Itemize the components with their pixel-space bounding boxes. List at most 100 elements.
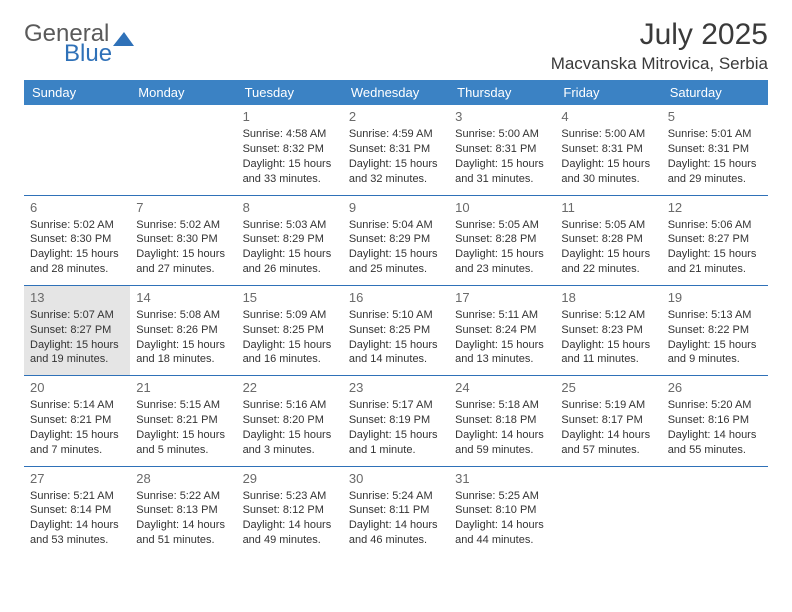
sunrise-line: Sunrise: 5:06 AM <box>668 218 762 233</box>
day-number: 14 <box>136 290 230 305</box>
day-number: 7 <box>136 200 230 215</box>
calendar-day-cell: 7Sunrise: 5:02 AMSunset: 8:30 PMDaylight… <box>130 195 236 285</box>
daylight-line: Daylight: 14 hours and 49 minutes. <box>243 518 337 548</box>
sunset-line: Sunset: 8:31 PM <box>668 142 762 157</box>
daylight-line: Daylight: 15 hours and 13 minutes. <box>455 338 549 368</box>
sunset-line: Sunset: 8:28 PM <box>561 232 655 247</box>
day-details: Sunrise: 4:58 AMSunset: 8:32 PMDaylight:… <box>243 127 337 186</box>
calendar-day-cell: 15Sunrise: 5:09 AMSunset: 8:25 PMDayligh… <box>237 285 343 375</box>
daylight-line: Daylight: 15 hours and 18 minutes. <box>136 338 230 368</box>
day-number: 16 <box>349 290 443 305</box>
day-number: 17 <box>455 290 549 305</box>
calendar-body: 1Sunrise: 4:58 AMSunset: 8:32 PMDaylight… <box>24 105 768 556</box>
day-details: Sunrise: 5:11 AMSunset: 8:24 PMDaylight:… <box>455 308 549 367</box>
sunset-line: Sunset: 8:29 PM <box>243 232 337 247</box>
calendar-day-cell: 14 Sunrise: 5:08 AMSunset: 8:26 PMDayligh… <box>130 285 236 375</box>
calendar-day-cell: 12Sunrise: 5:06 AMSunset: 8:27 PMDayligh… <box>662 195 768 285</box>
daylight-line: Daylight: 14 hours and 46 minutes. <box>349 518 443 548</box>
daylight-line: Daylight: 15 hours and 14 minutes. <box>349 338 443 368</box>
daylight-line: Daylight: 15 hours and 1 minute. <box>349 428 443 458</box>
sunset-line: Sunset: 8:16 PM <box>668 413 762 428</box>
daylight-line: Daylight: 15 hours and 33 minutes. <box>243 157 337 187</box>
day-details: Sunrise: 5:22 AMSunset: 8:13 PMDaylight:… <box>136 489 230 548</box>
day-number: 29 <box>243 471 337 486</box>
day-details: Sunrise: 5:25 AMSunset: 8:10 PMDaylight:… <box>455 489 549 548</box>
day-details: Sunrise: 5:24 AMSunset: 8:11 PMDaylight:… <box>349 489 443 548</box>
day-number: 10 <box>455 200 549 215</box>
sunset-line: Sunset: 8:32 PM <box>243 142 337 157</box>
daylight-line: Daylight: 15 hours and 11 minutes. <box>561 338 655 368</box>
sunrise-line: Sunrise: 5:02 AM <box>136 218 230 233</box>
sunset-line: Sunset: 8:13 PM <box>136 503 230 518</box>
sunrise-line: Sunrise: 5:08 AM <box>136 308 230 323</box>
daylight-line: Daylight: 15 hours and 26 minutes. <box>243 247 337 277</box>
weekday-header: Wednesday <box>343 80 449 105</box>
day-details: Sunrise: 5:07 AMSunset: 8:27 PMDaylight:… <box>30 308 124 367</box>
sunset-line: Sunset: 8:17 PM <box>561 413 655 428</box>
calendar-day-cell: 18 Sunrise: 5:12 AMSunset: 8:23 PMDayligh… <box>555 285 661 375</box>
calendar-day-cell: 6Sunrise: 5:02 AMSunset: 8:30 PMDaylight… <box>24 195 130 285</box>
daylight-line: Daylight: 15 hours and 9 minutes. <box>668 338 762 368</box>
calendar-table: SundayMondayTuesdayWednesdayThursdayFrid… <box>24 80 768 556</box>
day-number: 25 <box>561 380 655 395</box>
sunrise-line: Sunrise: 5:03 AM <box>243 218 337 233</box>
sunset-line: Sunset: 8:23 PM <box>561 323 655 338</box>
daylight-line: Daylight: 15 hours and 5 minutes. <box>136 428 230 458</box>
day-number: 3 <box>455 109 549 124</box>
day-details: Sunrise: 5:12 AMSunset: 8:23 PMDaylight:… <box>561 308 655 367</box>
daylight-line: Daylight: 15 hours and 19 minutes. <box>30 338 124 368</box>
sunset-line: Sunset: 8:11 PM <box>349 503 443 518</box>
sunrise-line: Sunrise: 5:05 AM <box>455 218 549 233</box>
month-title: July 2025 <box>551 18 768 52</box>
day-number: 18 <box>561 290 655 305</box>
daylight-line: Daylight: 14 hours and 53 minutes. <box>30 518 124 548</box>
sunrise-line: Sunrise: 5:16 AM <box>243 398 337 413</box>
sunset-line: Sunset: 8:27 PM <box>30 323 124 338</box>
sunrise-line: Sunrise: 5:18 AM <box>455 398 549 413</box>
day-number: 24 <box>455 380 549 395</box>
brand-logo: GeneralBlue <box>24 18 135 66</box>
calendar-week-row: 1Sunrise: 4:58 AMSunset: 8:32 PMDaylight… <box>24 105 768 195</box>
calendar-day-cell: 28Sunrise: 5:22 AMSunset: 8:13 PMDayligh… <box>130 466 236 556</box>
day-number: 19 <box>668 290 762 305</box>
day-details: Sunrise: 5:16 AMSunset: 8:20 PMDaylight:… <box>243 398 337 457</box>
daylight-line: Daylight: 15 hours and 21 minutes. <box>668 247 762 277</box>
sunrise-line: Sunrise: 4:59 AM <box>349 127 443 142</box>
sunrise-line: Sunrise: 5:24 AM <box>349 489 443 504</box>
day-number: 12 <box>668 200 762 215</box>
day-number: 6 <box>30 200 124 215</box>
sunset-line: Sunset: 8:18 PM <box>455 413 549 428</box>
daylight-line: Daylight: 15 hours and 31 minutes. <box>455 157 549 187</box>
day-details: Sunrise: 5:17 AMSunset: 8:19 PMDaylight:… <box>349 398 443 457</box>
day-number: 9 <box>349 200 443 215</box>
daylight-line: Daylight: 15 hours and 28 minutes. <box>30 247 124 277</box>
sunset-line: Sunset: 8:26 PM <box>136 323 230 338</box>
title-block: July 2025Macvanska Mitrovica, Serbia <box>551 18 768 74</box>
day-number: 30 <box>349 471 443 486</box>
sunrise-line: Sunrise: 5:05 AM <box>561 218 655 233</box>
day-details: Sunrise: 5:05 AMSunset: 8:28 PMDaylight:… <box>561 218 655 277</box>
day-details: Sunrise: 5:13 AMSunset: 8:22 PMDaylight:… <box>668 308 762 367</box>
sunrise-line: Sunrise: 5:00 AM <box>455 127 549 142</box>
daylight-line: Daylight: 14 hours and 55 minutes. <box>668 428 762 458</box>
sunrise-line: Sunrise: 5:21 AM <box>30 489 124 504</box>
daylight-line: Daylight: 15 hours and 3 minutes. <box>243 428 337 458</box>
calendar-day-cell: 2Sunrise: 4:59 AMSunset: 8:31 PMDaylight… <box>343 105 449 195</box>
calendar-day-cell: 19 Sunrise: 5:13 AMSunset: 8:22 PMDayligh… <box>662 285 768 375</box>
calendar-day-cell: 22Sunrise: 5:16 AMSunset: 8:20 PMDayligh… <box>237 376 343 466</box>
calendar-week-row: 27Sunrise: 5:21 AMSunset: 8:14 PMDayligh… <box>24 466 768 556</box>
calendar-day-cell: 16Sunrise: 5:10 AMSunset: 8:25 PMDayligh… <box>343 285 449 375</box>
sunset-line: Sunset: 8:25 PM <box>243 323 337 338</box>
daylight-line: Daylight: 15 hours and 27 minutes. <box>136 247 230 277</box>
logo-triangle-icon <box>113 30 135 46</box>
calendar-day-cell: 17 Sunrise: 5:11 AMSunset: 8:24 PMDayligh… <box>449 285 555 375</box>
daylight-line: Daylight: 15 hours and 16 minutes. <box>243 338 337 368</box>
calendar-day-cell: 29Sunrise: 5:23 AMSunset: 8:12 PMDayligh… <box>237 466 343 556</box>
sunrise-line: Sunrise: 5:04 AM <box>349 218 443 233</box>
sunset-line: Sunset: 8:19 PM <box>349 413 443 428</box>
calendar-week-row: 20Sunrise: 5:14 AMSunset: 8:21 PMDayligh… <box>24 376 768 466</box>
daylight-line: Daylight: 15 hours and 30 minutes. <box>561 157 655 187</box>
day-details: Sunrise: 5:18 AMSunset: 8:18 PMDaylight:… <box>455 398 549 457</box>
day-details: Sunrise: 5:20 AMSunset: 8:16 PMDaylight:… <box>668 398 762 457</box>
day-number: 27 <box>30 471 124 486</box>
